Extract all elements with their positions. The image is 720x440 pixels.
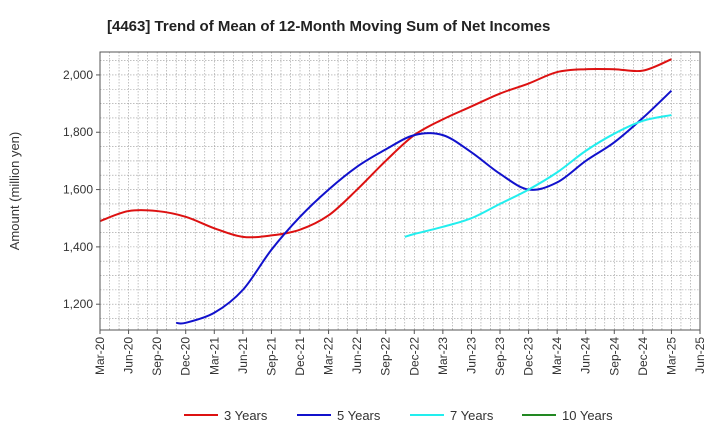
series-line-7-years [404,114,672,238]
x-tick-label: Jun-23 [464,337,478,374]
y-tick-label: 1,600 [63,183,93,197]
x-tick-label: Jun-24 [579,337,593,374]
x-tick-label: Dec-23 [522,337,536,376]
x-tick-label: Dec-21 [293,337,307,376]
x-tick-label: Sep-20 [150,337,164,376]
series-line-5-years [176,89,673,325]
x-tick-label: Sep-24 [607,337,621,376]
x-tick-label: Jun-20 [122,337,136,374]
x-tick-label: Dec-24 [636,337,650,376]
x-tick-label: Mar-22 [322,337,336,375]
y-tick-label: 1,400 [63,240,93,254]
grid [100,52,700,330]
y-axis-label: Amount (million yen) [7,132,22,251]
x-tick-label: Sep-21 [264,337,278,376]
y-tick-label: 1,800 [63,125,93,139]
plot-area [100,52,700,330]
x-tick-label: Jun-22 [350,337,364,374]
y-tick-label: 2,000 [63,68,93,82]
x-tick-label: Jun-25 [693,337,707,374]
plot-border [99,51,701,331]
chart-title: [4463] Trend of Mean of 12-Month Moving … [107,18,550,35]
y-tick-label: 1,200 [63,297,93,311]
legend-label-10-years: 10 Years [562,408,613,423]
x-tick-label: Sep-22 [379,337,393,376]
x-tick-label: Mar-24 [550,337,564,375]
x-tick-label: Mar-25 [664,337,678,375]
legend-label-7-years: 7 Years [450,408,494,423]
legend: 3 Years 5 Years 7 Years 10 Years [184,408,613,423]
x-tick-label: Sep-23 [493,337,507,376]
x-tick-label: Mar-21 [207,337,221,375]
x-tick-label: Dec-20 [179,337,193,376]
series-line-3-years [99,58,672,239]
series-lines [99,58,673,325]
legend-label-3-years: 3 Years [224,408,268,423]
legend-label-5-years: 5 Years [337,408,381,423]
x-tick-label: Mar-20 [93,337,107,375]
x-tick-label: Jun-21 [236,337,250,374]
y-axis: 1,200 1,400 1,600 1,800 2,000 [63,68,100,311]
x-tick-label: Dec-22 [407,337,421,376]
x-tick-label: Mar-23 [436,337,450,375]
x-axis: Mar-20 Jun-20 Sep-20 Dec-20 Mar-21 Jun-21 Sep-… [93,330,707,376]
